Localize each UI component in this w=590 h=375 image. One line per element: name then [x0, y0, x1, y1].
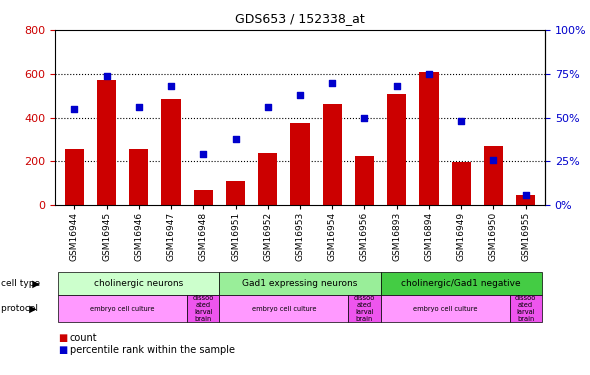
Bar — [451, 162, 471, 205]
Text: dissoo
ated
larval
brain: dissoo ated larval brain — [515, 295, 536, 322]
Bar — [516, 195, 535, 205]
Point — [392, 83, 401, 89]
Text: ■: ■ — [58, 333, 67, 343]
Bar — [290, 123, 310, 205]
Bar — [97, 80, 116, 205]
Text: embryo cell culture: embryo cell culture — [251, 306, 316, 312]
Text: cell type: cell type — [1, 279, 43, 288]
Text: Gad1 expressing neurons: Gad1 expressing neurons — [242, 279, 358, 288]
Text: embryo cell culture: embryo cell culture — [413, 306, 477, 312]
Point — [199, 151, 208, 157]
Bar — [323, 104, 342, 205]
Bar — [484, 146, 503, 205]
Text: percentile rank within the sample: percentile rank within the sample — [70, 345, 235, 355]
Point — [457, 118, 466, 124]
Point — [166, 83, 176, 89]
Point — [134, 104, 143, 110]
Point — [102, 72, 112, 78]
Bar — [129, 149, 149, 205]
Point — [521, 192, 530, 198]
Text: count: count — [70, 333, 97, 343]
Point — [327, 80, 337, 86]
Bar — [419, 72, 438, 205]
Point — [295, 92, 304, 98]
Bar — [258, 153, 277, 205]
Point — [360, 114, 369, 120]
Bar — [65, 148, 84, 205]
Text: protocol: protocol — [1, 304, 41, 313]
Point — [489, 156, 498, 162]
Bar — [162, 99, 181, 205]
Text: ■: ■ — [58, 345, 67, 355]
Text: ▶: ▶ — [1, 303, 37, 313]
Text: dissoo
ated
larval
brain: dissoo ated larval brain — [354, 295, 375, 322]
Bar — [355, 156, 374, 205]
Text: embryo cell culture: embryo cell culture — [90, 306, 155, 312]
Title: GDS653 / 152338_at: GDS653 / 152338_at — [235, 12, 365, 25]
Text: ▶: ▶ — [1, 279, 40, 288]
Point — [424, 71, 434, 77]
Bar — [226, 181, 245, 205]
Point — [263, 104, 273, 110]
Text: dissoo
ated
larval
brain: dissoo ated larval brain — [192, 295, 214, 322]
Point — [231, 135, 240, 141]
Point — [70, 106, 79, 112]
Text: cholinergic/Gad1 negative: cholinergic/Gad1 negative — [401, 279, 521, 288]
Text: cholinergic neurons: cholinergic neurons — [94, 279, 183, 288]
Bar — [387, 94, 407, 205]
Bar — [194, 190, 213, 205]
